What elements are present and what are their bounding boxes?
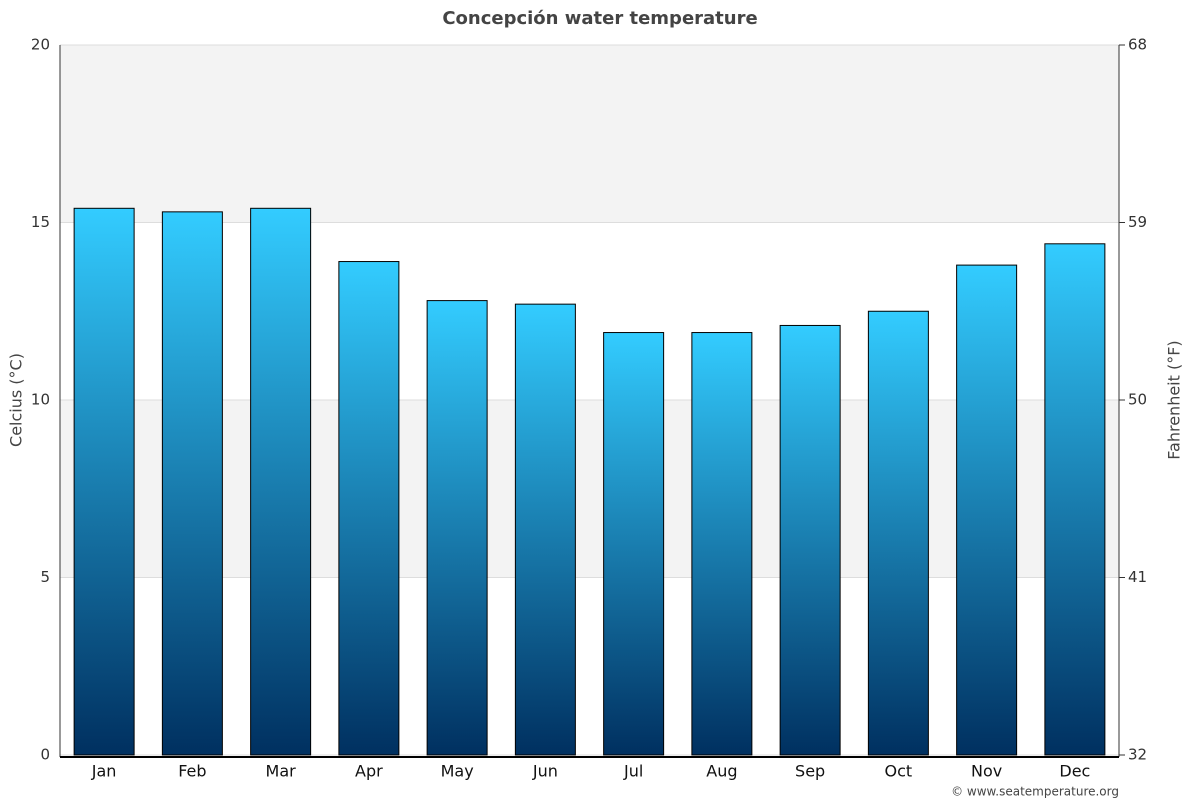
y-axis-title: Celcius (°C) [7, 353, 26, 447]
bar [603, 332, 665, 756]
x-tick-label: Jul [623, 762, 643, 781]
y-tick-label: 5 [40, 568, 50, 586]
x-tick-label: Feb [178, 762, 206, 781]
x-tick-label: Nov [971, 762, 1002, 781]
x-tick-label: Mar [266, 762, 297, 781]
y2-axis-title: Fahrenheit (°F) [1165, 340, 1184, 459]
y-tick-label: 20 [31, 36, 50, 54]
x-tick-label: Apr [355, 762, 383, 781]
bar [691, 332, 753, 756]
x-tick-label: May [441, 762, 474, 781]
y-tick-label: 15 [31, 213, 50, 231]
bar [161, 211, 223, 756]
bar [779, 324, 841, 756]
x-tick-label: Dec [1059, 762, 1090, 781]
x-tick-label: Jan [91, 762, 117, 781]
x-tick-label: Oct [885, 762, 913, 781]
bar [338, 261, 400, 756]
chart-title: Concepción water temperature [442, 8, 757, 29]
bar [956, 264, 1018, 756]
bar [73, 207, 135, 756]
y2-tick-label: 32 [1128, 746, 1147, 764]
x-tick-label: Jun [532, 762, 558, 781]
footer: © www.seatemperature.org [951, 785, 1119, 799]
bar [867, 310, 929, 756]
bar [426, 300, 488, 756]
bar [250, 207, 312, 756]
y-tick-label: 10 [31, 391, 50, 409]
x-tick-label: Sep [795, 762, 825, 781]
y2-tick-label: 50 [1128, 391, 1147, 409]
y2-tick-label: 68 [1128, 36, 1147, 54]
background-band [60, 45, 1119, 223]
bar [514, 303, 576, 756]
x-tick-label: Aug [706, 762, 737, 781]
bar [1044, 243, 1106, 756]
background-band [60, 400, 1119, 578]
y2-tick-label: 41 [1128, 568, 1147, 586]
y-tick-label: 0 [40, 746, 50, 764]
y2-tick-label: 59 [1128, 213, 1147, 231]
